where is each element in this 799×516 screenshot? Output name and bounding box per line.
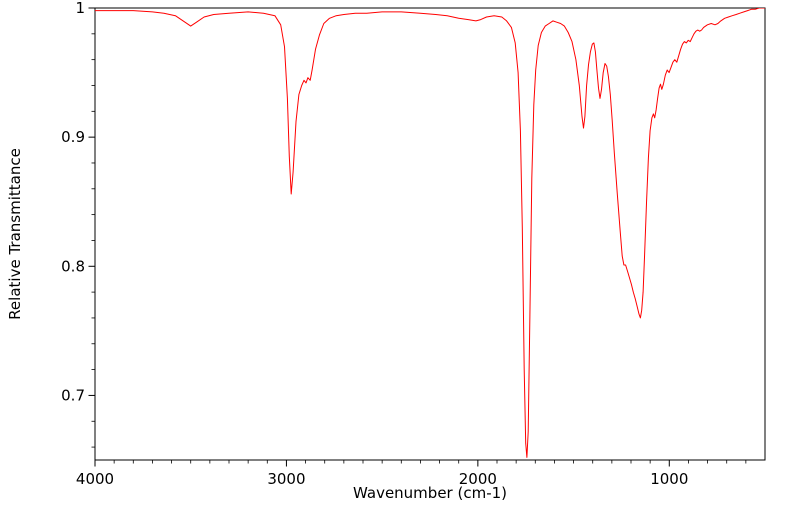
y-tick-label: 0.8: [61, 257, 85, 275]
x-tick-label: 4000: [76, 470, 114, 488]
x-tick-label: 2000: [459, 470, 497, 488]
y-tick-label: 0.7: [61, 386, 85, 404]
y-tick-label: 0.9: [61, 128, 85, 146]
y-tick-label: 1: [75, 0, 85, 17]
plot-frame: [94, 7, 766, 461]
spectrum-line: [95, 8, 765, 458]
x-axis-title: Wavenumber (cm-1): [353, 484, 507, 502]
x-tick-label: 1000: [650, 470, 688, 488]
x-tick-label: 3000: [267, 470, 305, 488]
